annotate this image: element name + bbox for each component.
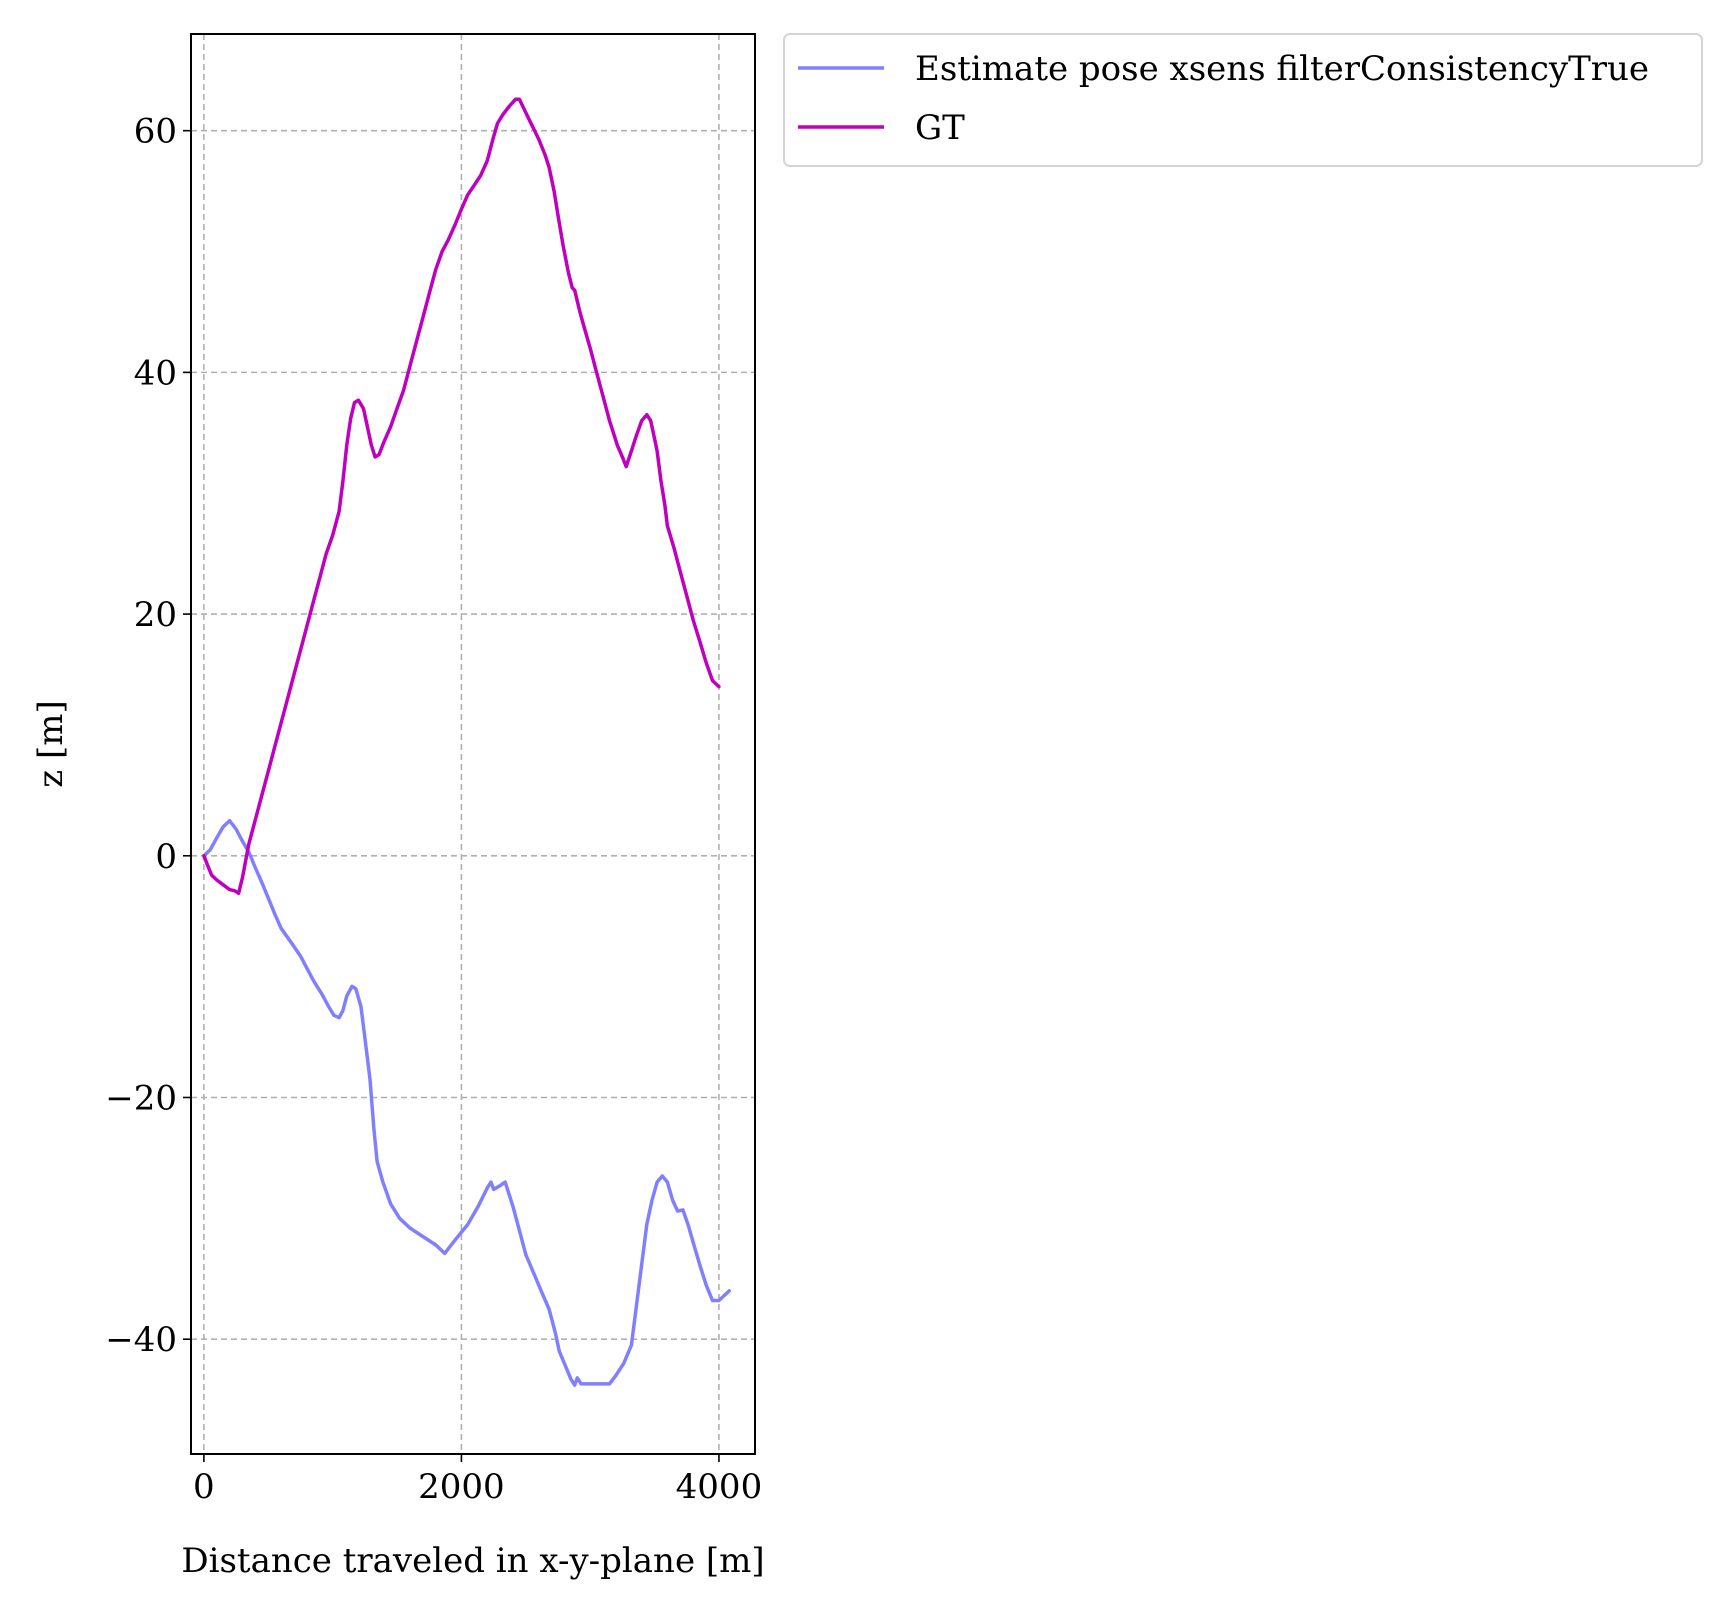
legend-label-estimate: Estimate pose xsens filterConsistencyTru… — [915, 49, 1649, 89]
y-tick-label: 40 — [134, 353, 177, 393]
grid-lines — [191, 34, 755, 1454]
series-line-estimate — [202, 818, 731, 1387]
legend-label-gt: GT — [915, 108, 965, 148]
y-axis-label: z [m] — [31, 700, 71, 788]
y-tick-label: 0 — [155, 837, 177, 877]
legend-box — [783, 33, 1703, 167]
series-line-gt — [202, 97, 721, 896]
y-tick-label: −40 — [105, 1320, 177, 1360]
x-tick-label: 0 — [193, 1467, 215, 1507]
axis-ticks: 0 2000 4000 −40 −20 0 20 40 60 — [105, 112, 762, 1507]
series-lines — [202, 97, 731, 1387]
x-axis-label: Distance traveled in x-y-plane [m] — [181, 1541, 764, 1581]
x-tick-label: 4000 — [676, 1467, 763, 1507]
y-tick-label: 20 — [134, 595, 177, 635]
x-tick-label: 2000 — [418, 1467, 505, 1507]
y-tick-label: −20 — [105, 1078, 177, 1118]
legend: Estimate pose xsens filterConsistencyTru… — [783, 33, 1703, 167]
plot-frame — [190, 33, 756, 1455]
y-tick-label: 60 — [134, 112, 177, 152]
